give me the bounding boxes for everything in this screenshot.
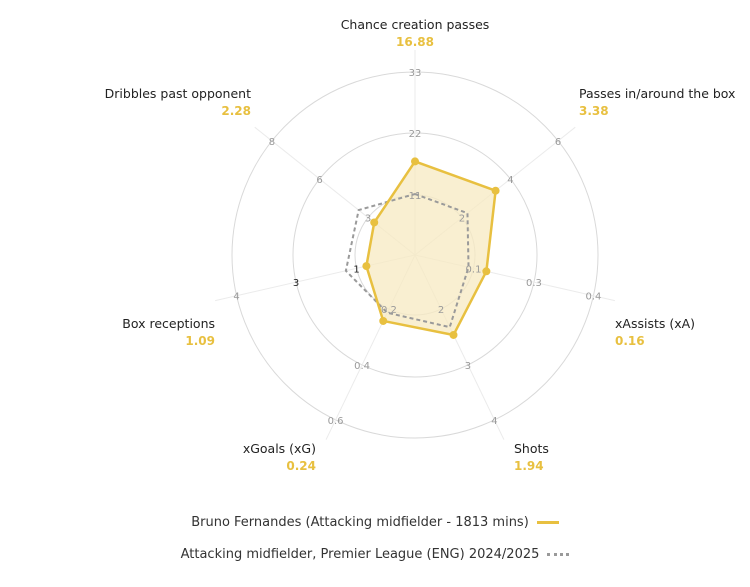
- player-point-5: [379, 316, 388, 325]
- tick-label: 0.3: [526, 278, 542, 289]
- tick-label: 3: [465, 361, 471, 372]
- axis-label: Dribbles past opponent: [105, 86, 251, 101]
- axis-value-label: 16.88: [396, 35, 434, 49]
- tick-label: 33: [409, 68, 422, 79]
- tick-label: 4: [491, 416, 497, 427]
- axis-value-label: 2.28: [221, 104, 251, 118]
- legend-average-swatch: [547, 553, 570, 556]
- legend-player: Bruno Fernandes (Attacking midfielder - …: [0, 515, 750, 530]
- axis-value-label: 1.94: [514, 459, 544, 473]
- axis-label: Chance creation passes: [341, 17, 490, 32]
- axis-label: Passes in/around the box: [579, 86, 735, 101]
- legend-player-label: Bruno Fernandes (Attacking midfielder - …: [191, 515, 529, 530]
- radar-chart: 11 22 33 2 4 6 0.1 0.3 0.4 2 3 4 0.2 0.4 0.6 1 3 4 3 6 8 Chan…: [105, 17, 736, 473]
- axis-value-label: 0.24: [286, 459, 316, 473]
- tick-label: 0.4: [354, 361, 370, 372]
- tick-label: 0.1: [466, 264, 482, 275]
- legend-average: Attacking midfielder, Premier League (EN…: [0, 547, 750, 562]
- player-point-6: [362, 262, 371, 271]
- axis-label: Box receptions: [122, 316, 215, 331]
- axis-value-label: 3.38: [579, 104, 609, 118]
- player-point-4: [449, 330, 458, 339]
- tick-label: 0.6: [328, 416, 344, 427]
- tick-label: 6: [555, 137, 561, 148]
- tick-label: 6: [316, 175, 322, 186]
- axis-label: Shots: [514, 441, 549, 456]
- axis-value-label: 1.09: [185, 334, 215, 348]
- player-area: [366, 161, 496, 335]
- legend-average-label: Attacking midfielder, Premier League (EN…: [180, 547, 540, 562]
- tick-label: 11: [409, 191, 422, 202]
- legend-player-swatch: [536, 521, 559, 524]
- tick-label: 8: [269, 137, 275, 148]
- tick-label: 0.4: [585, 292, 601, 303]
- tick-label: 3: [293, 278, 299, 289]
- tick-label: 2: [459, 214, 465, 225]
- axis-label: xGoals (xG): [243, 441, 316, 456]
- tick-label: 4: [507, 175, 513, 186]
- tick-label: 0.2: [381, 305, 397, 316]
- tick-label: 22: [409, 129, 422, 140]
- tick-label: 1: [353, 264, 359, 275]
- axis-label: xAssists (xA): [615, 316, 695, 331]
- player-point-3: [482, 267, 491, 276]
- tick-label: 4: [233, 292, 239, 303]
- axis-value-label: 0.16: [615, 334, 645, 348]
- average-line: [344, 192, 470, 329]
- tick-label: 2: [438, 305, 444, 316]
- player-point-7: [370, 218, 379, 227]
- player-point-1: [411, 157, 419, 166]
- tick-label: 3: [365, 214, 371, 225]
- player-line: [365, 160, 497, 337]
- player-point-2: [491, 186, 500, 195]
